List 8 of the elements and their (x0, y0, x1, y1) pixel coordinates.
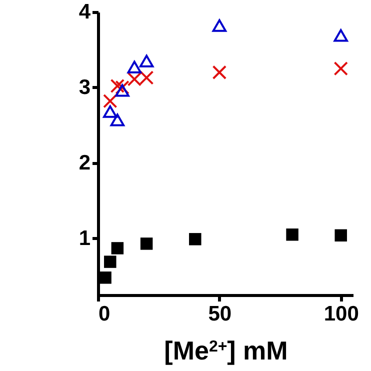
x-axis-title: [Me$^{2+}$] mM (164, 336, 288, 366)
y-tick-label: 2 (78, 151, 90, 174)
y-tick-label: 3 (78, 76, 90, 99)
x-tick-label: 50 (208, 302, 232, 326)
x-tick-label: 100 (324, 302, 359, 326)
y-tick-label: 4 (78, 0, 91, 24)
x-tick-label: 0 (98, 302, 110, 326)
y-tick-label: 1 (78, 226, 91, 250)
